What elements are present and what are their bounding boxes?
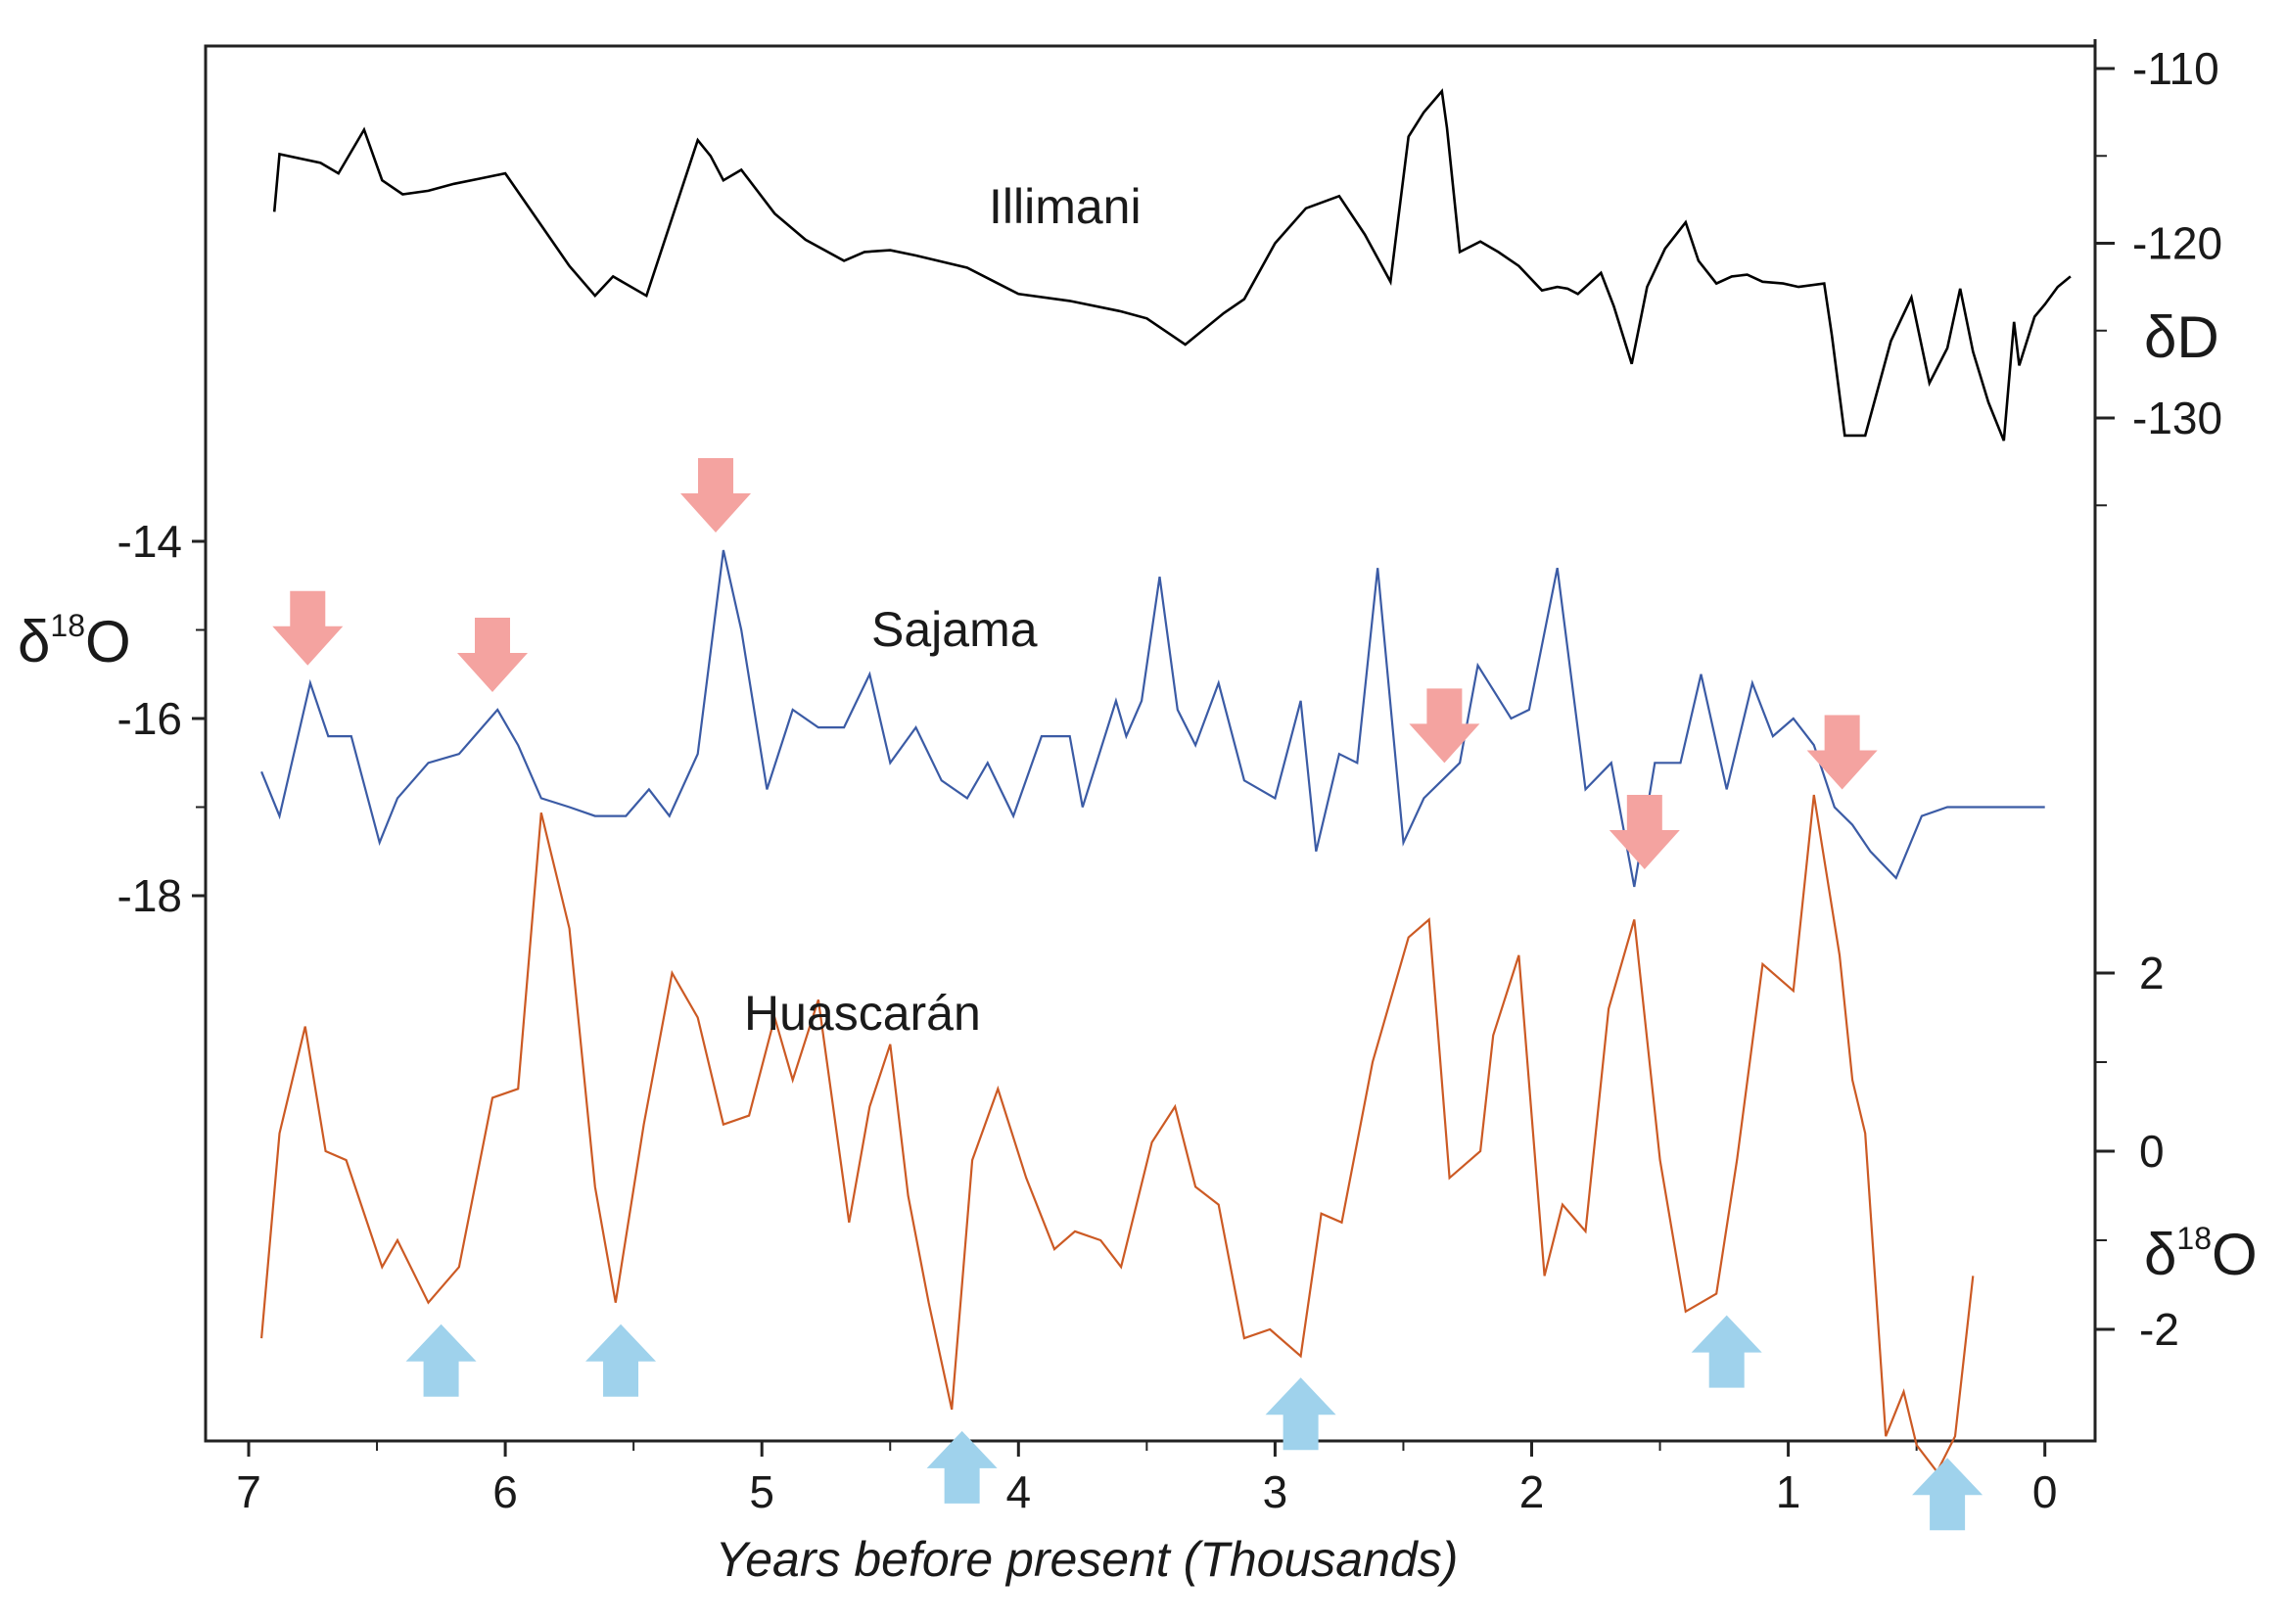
sajama-axis-title-sup: 18: [50, 608, 85, 643]
huascaran-tick-label: -2: [2139, 1304, 2179, 1355]
series-label-sajama: Sajama: [871, 602, 1038, 657]
series-label-illimani: Illimani: [989, 179, 1142, 234]
huascaran-axis-title-end: O: [2212, 1222, 2258, 1287]
huascaran-axis-title: δ18O: [2144, 1221, 2258, 1287]
series-line-illimani: [272, 88, 2072, 441]
sajama-axis: -14 -16 -18: [117, 516, 206, 921]
dD-tick-label: -130: [2132, 393, 2222, 443]
cold-event-arrow: [585, 1323, 657, 1397]
x-axis-title: Years before present (Thousands): [716, 1532, 1459, 1587]
cold-event-arrow: [405, 1323, 477, 1397]
cold-event-arrow: [1691, 1315, 1762, 1388]
x-tick-label: 5: [749, 1466, 774, 1517]
cold-event-arrow: [1265, 1377, 1336, 1451]
sajama-tick-label: -14: [117, 516, 182, 567]
huascaran-tick-label: 2: [2139, 948, 2165, 998]
cold-event-arrow: [926, 1430, 998, 1504]
dD-axis-title: δD: [2144, 304, 2219, 370]
series-line-sajama: [260, 549, 2045, 888]
x-tick-label: 4: [1006, 1466, 1032, 1517]
x-tick-label: 2: [1519, 1466, 1545, 1517]
huascaran-tick-label: 0: [2139, 1126, 2165, 1177]
series-label-huascaran: Huascarán: [744, 986, 981, 1041]
arrow-layer: [272, 458, 1983, 1531]
x-tick-label: 0: [2032, 1466, 2058, 1517]
warm-event-arrow: [456, 617, 528, 692]
sajama-axis-title-main: δ: [18, 609, 50, 674]
series-layer: [260, 88, 2072, 1474]
x-tick-label: 3: [1263, 1466, 1288, 1517]
sajama-axis-title: δ18O: [18, 608, 131, 674]
x-axis: 7 6 5 4 3 2 1 0: [236, 1441, 2057, 1517]
huascaran-axis-title-sup: 18: [2176, 1221, 2212, 1256]
x-tick-label: 6: [492, 1466, 518, 1517]
dD-tick-label: -110: [2132, 43, 2219, 94]
warm-event-arrow: [1609, 794, 1680, 869]
dD-tick-label: -120: [2132, 218, 2222, 269]
x-tick-label: 7: [236, 1466, 261, 1517]
dD-axis: -110 -120 -130: [2093, 39, 2222, 507]
warm-event-arrow: [272, 590, 344, 666]
warm-event-arrow: [680, 458, 752, 534]
cold-event-arrow: [1912, 1458, 1983, 1531]
huascaran-axis-title-main: δ: [2144, 1222, 2176, 1287]
huascaran-axis: 2 0 -2: [2093, 940, 2179, 1390]
plot-frame: [204, 44, 2097, 1443]
sajama-tick-label: -16: [117, 693, 182, 744]
sajama-axis-title-end: O: [85, 609, 131, 674]
x-tick-label: 1: [1776, 1466, 1801, 1517]
series-line-huascaran: [260, 794, 1975, 1474]
sajama-tick-label: -18: [117, 870, 182, 921]
warm-event-arrow: [1409, 688, 1480, 764]
warm-event-arrow: [1806, 715, 1878, 790]
